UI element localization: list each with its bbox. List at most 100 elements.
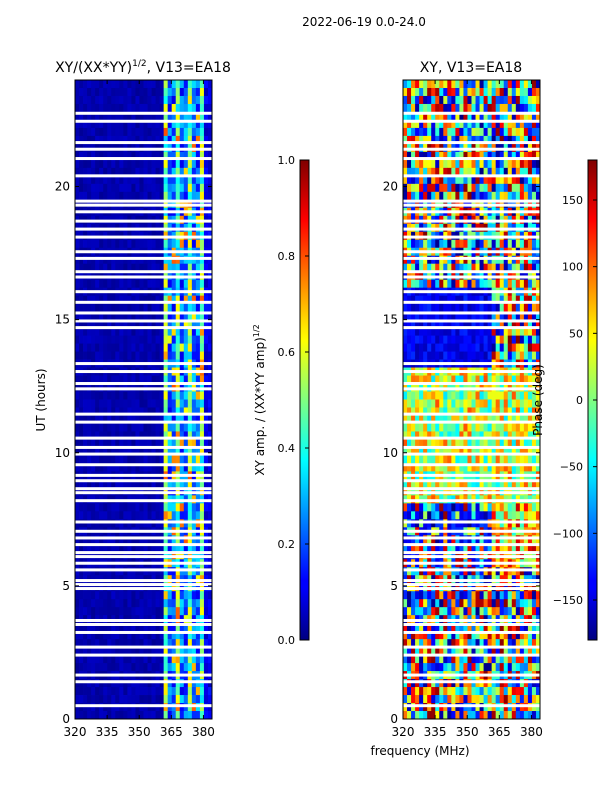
amplitude-cell bbox=[183, 703, 189, 712]
amplitude-cell bbox=[155, 623, 161, 632]
amplitude-cell bbox=[139, 439, 144, 448]
amplitude-cell bbox=[155, 591, 161, 600]
phase-cell bbox=[439, 463, 444, 472]
amplitude-cell bbox=[151, 591, 156, 600]
amplitude-cell bbox=[107, 87, 112, 97]
phase-cell bbox=[443, 119, 448, 129]
amplitude-cell bbox=[79, 351, 84, 360]
phase-cell bbox=[467, 375, 472, 384]
amplitude-cell bbox=[159, 447, 165, 456]
amplitude-cell bbox=[135, 167, 140, 177]
amplitude-cell bbox=[79, 663, 84, 672]
amplitude-cell bbox=[139, 295, 144, 305]
amplitude-cell bbox=[187, 479, 193, 488]
phase-cell bbox=[507, 303, 513, 313]
amplitude-cell bbox=[199, 255, 205, 265]
amplitude-cell bbox=[95, 439, 100, 448]
amplitude-cell bbox=[183, 623, 189, 632]
amplitude-cell bbox=[139, 607, 144, 616]
amplitude-cell bbox=[83, 423, 88, 432]
phase-cell bbox=[459, 519, 464, 528]
amplitude-cell bbox=[199, 703, 205, 712]
amplitude-cell bbox=[103, 87, 108, 97]
amplitude-cell bbox=[203, 623, 209, 632]
amplitude-cell bbox=[119, 431, 124, 440]
amplitude-cell bbox=[87, 479, 92, 488]
phase-cell bbox=[531, 567, 537, 576]
amplitude-cell bbox=[147, 191, 152, 201]
amplitude-cell bbox=[123, 399, 128, 408]
phase-cell bbox=[411, 535, 416, 544]
phase-cell bbox=[427, 255, 432, 265]
amplitude-cell bbox=[83, 119, 88, 129]
amplitude-cell bbox=[75, 447, 80, 456]
amplitude-cell bbox=[159, 311, 165, 321]
phase-cell bbox=[519, 319, 525, 329]
amplitude-cell bbox=[99, 191, 104, 201]
amplitude-cell bbox=[139, 695, 144, 704]
amplitude-cell bbox=[95, 87, 100, 97]
amplitude-cell bbox=[75, 599, 80, 608]
amplitude-data-gap bbox=[75, 673, 212, 677]
phase-cell bbox=[523, 167, 529, 177]
amplitude-cell bbox=[107, 119, 112, 129]
amplitude-cell bbox=[163, 183, 169, 193]
phase-cell bbox=[511, 343, 517, 352]
amplitude-cell bbox=[187, 567, 193, 576]
amplitude-cell bbox=[99, 463, 104, 472]
phase-cell bbox=[507, 351, 513, 360]
amplitude-cell bbox=[203, 175, 209, 185]
amplitude-cell bbox=[103, 663, 108, 672]
amplitude-cell bbox=[119, 711, 124, 720]
amplitude-cell bbox=[75, 87, 80, 97]
amplitude-cell bbox=[139, 511, 144, 520]
phase-cell bbox=[515, 327, 521, 336]
amplitude-cell bbox=[131, 111, 136, 121]
amplitude-cell bbox=[115, 95, 120, 105]
amplitude-data-gap bbox=[75, 210, 212, 214]
amplitude-cell bbox=[183, 135, 189, 145]
phase-cell bbox=[435, 407, 440, 416]
phase-cell bbox=[455, 127, 460, 137]
phase-cell bbox=[491, 319, 497, 329]
amplitude-cell bbox=[123, 87, 128, 97]
phase-cell bbox=[487, 151, 493, 161]
phase-cell bbox=[523, 503, 529, 512]
amplitude-cell bbox=[139, 423, 144, 432]
amplitude-cell bbox=[87, 135, 92, 145]
amplitude-cell bbox=[171, 343, 177, 352]
phase-cell bbox=[463, 327, 468, 336]
amplitude-cell bbox=[187, 711, 193, 720]
amplitude-cell bbox=[139, 351, 144, 360]
amplitude-cell bbox=[99, 695, 104, 704]
phase-cell bbox=[471, 503, 476, 512]
amplitude-cell bbox=[143, 695, 148, 704]
amplitude-cell bbox=[127, 279, 132, 289]
amplitude-cell bbox=[171, 399, 177, 408]
amplitude-cell bbox=[79, 695, 84, 704]
amplitude-cell bbox=[147, 703, 152, 712]
phase-cell bbox=[407, 80, 412, 89]
amplitude-cell bbox=[79, 327, 84, 336]
amplitude-cell bbox=[111, 543, 116, 552]
amplitude-cell bbox=[111, 279, 116, 289]
amplitude-cell bbox=[151, 111, 156, 121]
phase-cell bbox=[427, 343, 432, 352]
amplitude-cell bbox=[187, 663, 193, 672]
phase-cell bbox=[403, 399, 408, 408]
phase-cell bbox=[463, 503, 468, 512]
amplitude-cell bbox=[103, 375, 108, 384]
phase-cell bbox=[491, 335, 497, 344]
phase-cell bbox=[503, 335, 509, 344]
amplitude-cell bbox=[163, 695, 169, 704]
amplitude-cell bbox=[191, 111, 197, 121]
phase-cell bbox=[487, 439, 493, 448]
phase-cell bbox=[423, 535, 428, 544]
phase-cell bbox=[435, 455, 440, 464]
phase-cell bbox=[495, 335, 501, 344]
amplitude-cell bbox=[151, 151, 156, 161]
amplitude-cell bbox=[207, 455, 213, 464]
amplitude-cell bbox=[79, 543, 84, 552]
phase-cell bbox=[407, 511, 412, 520]
phase-cell bbox=[431, 319, 436, 329]
